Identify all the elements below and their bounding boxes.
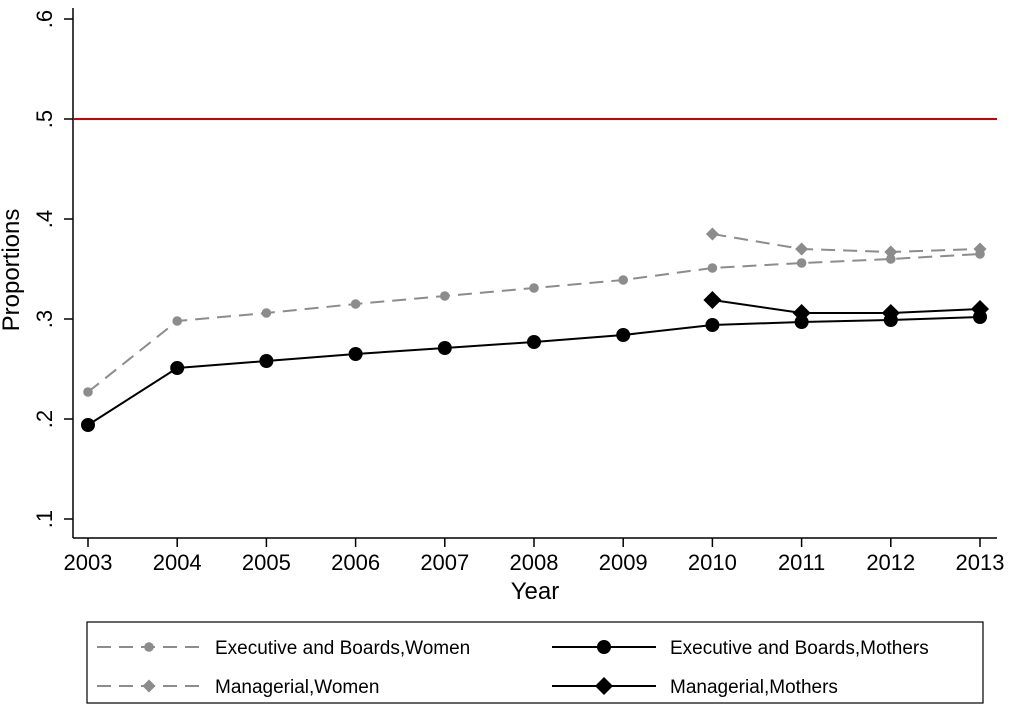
legend-item: Managerial,Mothers (552, 677, 838, 698)
series-line (712, 299, 981, 314)
data-point (884, 245, 898, 259)
series-2 (705, 227, 987, 259)
legend-swatch-marker (595, 677, 613, 695)
data-point (618, 275, 628, 285)
legend-swatch-marker (144, 642, 154, 652)
legend-item: Executive and Boards,Mothers (552, 638, 929, 659)
series-3 (703, 291, 989, 322)
data-point (792, 304, 811, 322)
data-point (350, 299, 361, 309)
y-tick-label: .2 (32, 410, 57, 428)
x-axis-label: Year (511, 578, 560, 605)
legend-label: Executive and Boards,Women (215, 638, 470, 659)
y-axis-label: Proportions (0, 209, 25, 332)
series-0 (83, 249, 985, 397)
legend: Executive and Boards,Women Executive and … (86, 621, 984, 704)
x-tick-label: 2003 (64, 550, 113, 575)
legend-swatch-marker (142, 679, 156, 693)
y-tick-label: .6 (32, 10, 57, 28)
legend-label: Managerial,Mothers (670, 677, 838, 698)
data-point (705, 227, 719, 241)
legend-label: Executive and Boards,Mothers (670, 638, 929, 659)
y-tick-label: .1 (32, 510, 57, 528)
data-point (348, 347, 363, 361)
x-tick-label: 2012 (866, 550, 915, 575)
y-tick-label: .5 (32, 110, 57, 128)
data-point (440, 291, 450, 301)
plot-area: .1 .2 .3 .4 .5 .6 2003 2004 2005 2006 2007 2008 2009… (32, 8, 1004, 575)
data-point (881, 304, 900, 322)
data-point (886, 254, 896, 264)
data-point (707, 263, 718, 273)
data-point (705, 318, 720, 332)
x-tick-label: 2011 (778, 550, 825, 575)
x-tick-label: 2007 (420, 550, 469, 575)
y-tick-label: .4 (32, 210, 57, 228)
x-tick-label: 2013 (956, 550, 1005, 575)
data-point (796, 258, 807, 268)
series-1 (81, 310, 987, 432)
data-point (973, 242, 987, 256)
data-point (795, 242, 809, 256)
x-tick-label: 2008 (510, 550, 559, 575)
data-point (437, 341, 452, 355)
data-point (172, 316, 182, 326)
data-point (261, 308, 272, 318)
data-point (971, 300, 989, 318)
data-point (616, 328, 631, 342)
x-tick-label: 2004 (153, 550, 202, 575)
legend-box (86, 621, 984, 704)
data-point (83, 387, 93, 397)
legend-label: Managerial,Women (215, 677, 379, 698)
legend-swatch-marker (597, 640, 611, 654)
data-point (703, 291, 722, 309)
y-tick-label: .3 (32, 310, 57, 328)
data-point (170, 361, 185, 375)
data-point (529, 283, 539, 293)
series-line (87, 316, 981, 426)
legend-item: Executive and Boards,Women (97, 638, 470, 659)
data-point (259, 354, 274, 368)
series-line (87, 253, 981, 393)
x-tick-label: 2010 (688, 550, 737, 575)
data-point (81, 418, 95, 432)
x-tick-label: 2006 (331, 550, 380, 575)
data-point (527, 335, 541, 349)
legend-item: Managerial,Women (97, 677, 379, 698)
series-line (712, 233, 981, 254)
x-tick-label: 2009 (599, 550, 648, 575)
x-tick-label: 2005 (242, 550, 291, 575)
